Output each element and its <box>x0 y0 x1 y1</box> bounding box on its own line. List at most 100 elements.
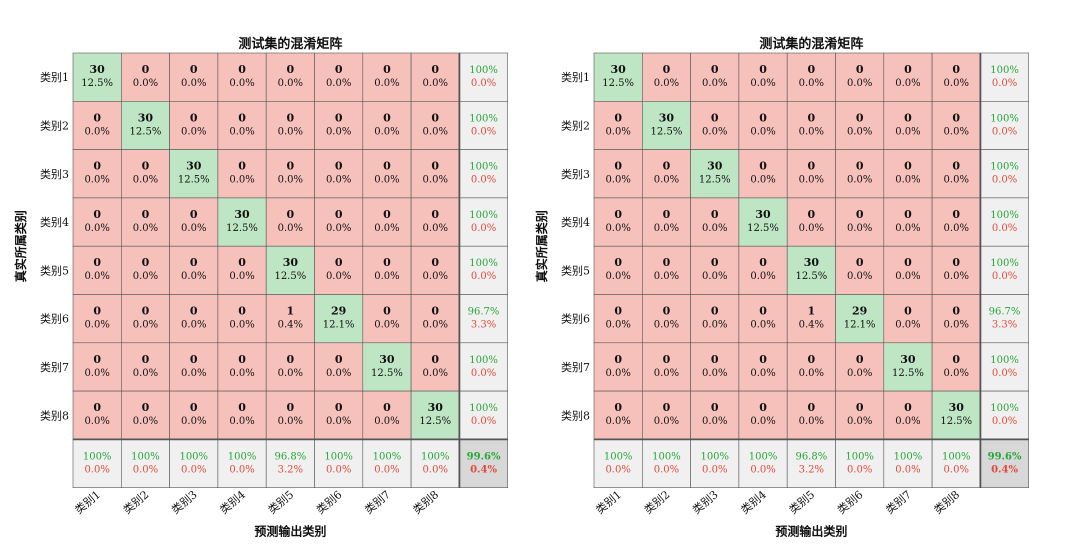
y-tick-label: 类别2 <box>561 118 590 132</box>
cell-count: 0 <box>808 63 816 76</box>
row-summary-cell-2 <box>980 101 1030 150</box>
cell-percent: 0.0% <box>702 416 727 427</box>
cell-percent: 0.0% <box>133 368 158 379</box>
cell-count: 0 <box>856 111 864 124</box>
cell-percent: 0.0% <box>374 223 399 234</box>
cell-percent: 0.0% <box>799 368 824 379</box>
matrix-cell-3-4 <box>738 149 788 199</box>
cell-count: 0 <box>856 256 864 269</box>
y-tick-label: 类别7 <box>40 360 69 374</box>
cell-count: 0 <box>856 401 864 414</box>
chart-title: 测试集的混淆矩阵 <box>238 36 342 52</box>
cell-count: 0 <box>663 401 671 414</box>
matrix-cell-1-1 <box>72 52 122 102</box>
cell-percent: 0.0% <box>702 271 727 282</box>
cell-percent: 0.0% <box>374 320 399 331</box>
matrix-cell-2-3 <box>690 101 740 150</box>
row-summary-error: 3.3% <box>471 320 496 331</box>
x-tick-label: 类别3 <box>168 487 199 516</box>
row-summary-error: 0.0% <box>992 78 1017 89</box>
cell-percent: 0.0% <box>605 416 630 427</box>
cell-percent: 0.0% <box>654 368 679 379</box>
cell-count: 30 <box>89 63 105 76</box>
col-summary-error: 0.0% <box>326 464 351 475</box>
cell-count: 0 <box>856 63 864 76</box>
cell-percent: 0.0% <box>423 78 448 89</box>
y-tick-label: 类别8 <box>561 408 590 422</box>
cell-count: 0 <box>614 353 622 366</box>
cell-count: 0 <box>431 111 439 124</box>
col-summary-cell-5 <box>265 439 315 488</box>
cell-percent: 0.0% <box>374 175 399 186</box>
y-tick-label: 类别1 <box>40 70 69 84</box>
cell-percent: 0.0% <box>799 223 824 234</box>
cell-count: 0 <box>808 111 816 124</box>
cell-percent: 0.0% <box>944 320 969 331</box>
cell-count: 0 <box>856 160 864 173</box>
cell-percent: 0.0% <box>654 175 679 186</box>
col-summary-cell-1 <box>593 439 643 488</box>
row-summary-correct: 100% <box>469 210 498 221</box>
row-summary-error: 0.0% <box>471 368 496 379</box>
row-summary-cell-6 <box>459 294 508 344</box>
cell-percent: 12.5% <box>747 223 779 234</box>
cell-count: 0 <box>904 63 912 76</box>
cell-percent: 0.0% <box>605 271 630 282</box>
cell-percent: 0.0% <box>895 223 920 234</box>
col-summary-error: 0.0% <box>847 464 872 475</box>
cell-count: 0 <box>614 305 622 318</box>
col-summary-correct: 96.8% <box>795 451 827 462</box>
row-summary-correct: 100% <box>990 258 1019 269</box>
cell-count: 0 <box>904 208 912 221</box>
matrix-cell-1-3 <box>169 52 219 102</box>
cell-percent: 0.0% <box>374 126 399 137</box>
cell-percent: 0.0% <box>84 271 109 282</box>
cell-count: 0 <box>711 401 719 414</box>
matrix-cell-7-4 <box>738 342 788 392</box>
cell-percent: 0.0% <box>895 271 920 282</box>
row-summary-error: 0.0% <box>992 223 1017 234</box>
cell-count: 0 <box>335 208 343 221</box>
matrix-cell-7-5 <box>786 342 836 392</box>
cell-count: 0 <box>190 401 198 414</box>
x-tick-label: 类别2 <box>641 487 672 516</box>
cell-percent: 12.5% <box>602 78 634 89</box>
cell-percent: 0.0% <box>654 416 679 427</box>
matrix-cell-3-4 <box>217 149 267 199</box>
cell-count: 0 <box>431 208 439 221</box>
matrix-cell-3-1 <box>72 149 122 199</box>
cell-count: 0 <box>93 305 101 318</box>
cell-percent: 0.4% <box>278 320 303 331</box>
row-summary-error: 0.0% <box>992 271 1017 282</box>
row-summary-cell-8 <box>459 390 508 440</box>
matrix-cell-8-1 <box>593 390 643 440</box>
matrix-cell-4-3 <box>169 197 219 247</box>
cell-count: 0 <box>142 401 150 414</box>
cell-percent: 0.0% <box>702 368 727 379</box>
row-summary-correct: 100% <box>990 113 1019 124</box>
cell-count: 0 <box>142 256 150 269</box>
cell-percent: 0.0% <box>750 126 775 137</box>
cell-count: 0 <box>383 256 391 269</box>
cell-percent: 0.0% <box>654 320 679 331</box>
cell-percent: 12.5% <box>371 368 403 379</box>
matrix-cell-3-5 <box>265 149 315 199</box>
cell-percent: 12.5% <box>940 416 972 427</box>
cell-percent: 0.0% <box>278 126 303 137</box>
cell-count: 0 <box>614 111 622 124</box>
overall-accuracy: 99.6% <box>467 451 501 462</box>
cell-percent: 0.0% <box>605 320 630 331</box>
cell-percent: 0.0% <box>847 416 872 427</box>
cell-count: 0 <box>142 63 150 76</box>
cell-count: 1 <box>808 305 816 318</box>
col-summary-error: 3.2% <box>799 464 824 475</box>
row-summary-correct: 100% <box>469 162 498 173</box>
y-tick-label: 类别4 <box>40 215 69 229</box>
overall-error: 0.4% <box>470 464 497 475</box>
cell-count: 0 <box>663 256 671 269</box>
cell-percent: 0.0% <box>181 320 206 331</box>
cell-count: 0 <box>190 111 198 124</box>
cell-percent: 0.0% <box>605 126 630 137</box>
row-summary-cell-1 <box>459 52 508 102</box>
